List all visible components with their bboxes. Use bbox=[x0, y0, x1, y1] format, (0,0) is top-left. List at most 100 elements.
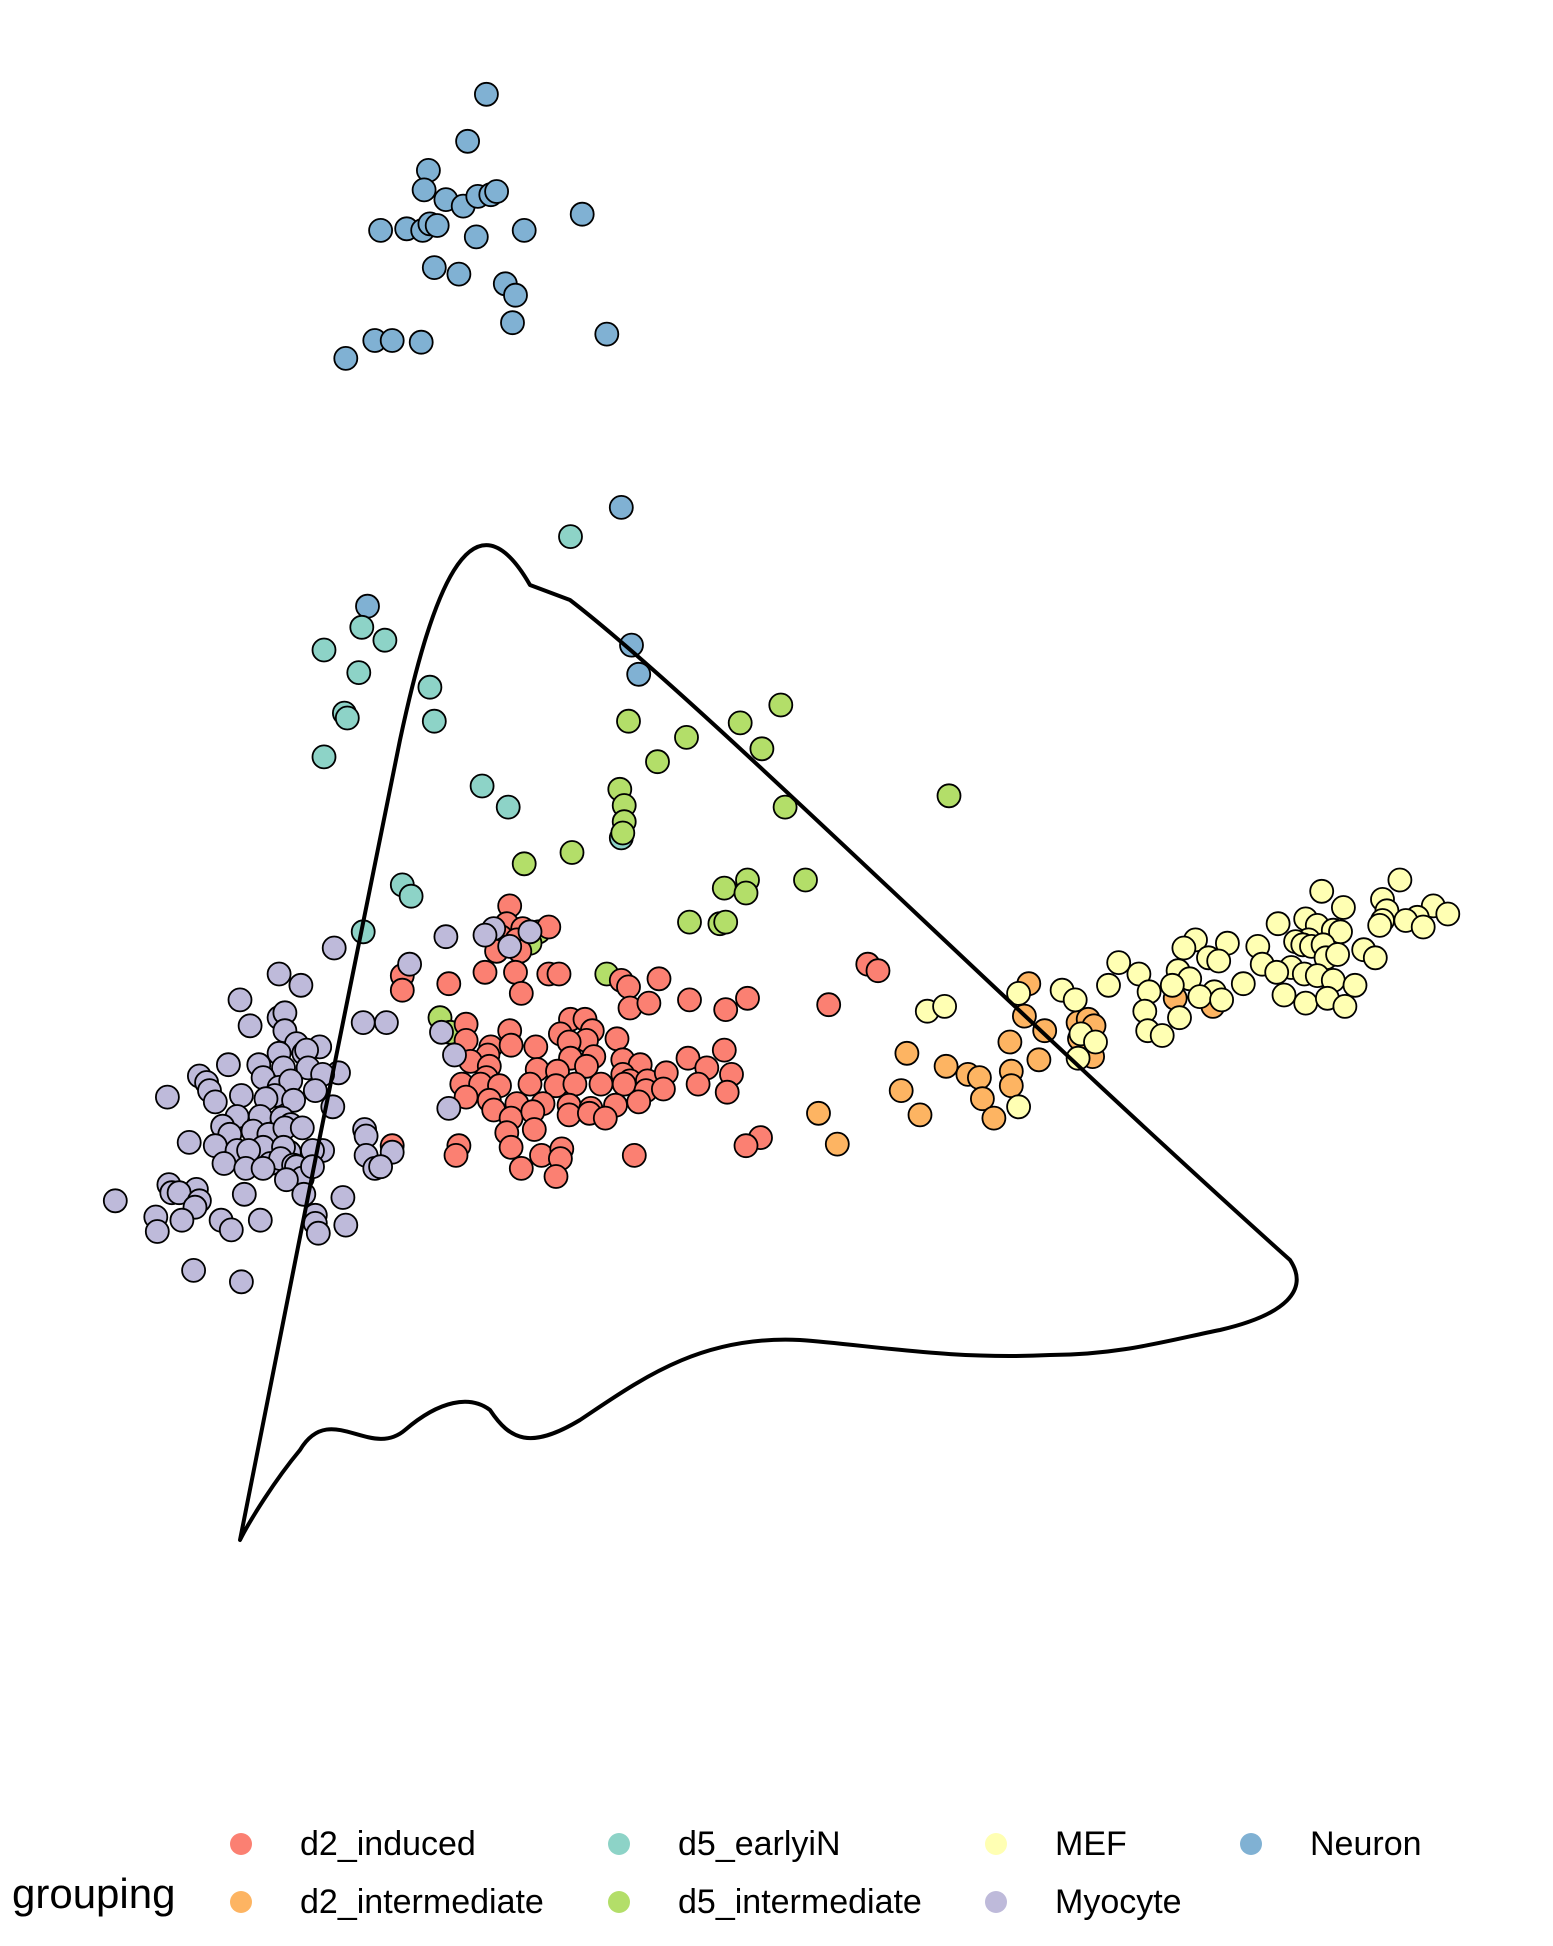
legend-key-d2_intermediate bbox=[230, 1891, 252, 1913]
point-d2_intermediate bbox=[967, 1065, 992, 1090]
point-MEF bbox=[1167, 1005, 1192, 1031]
point-d2_intermediate bbox=[888, 1078, 914, 1103]
point-MEF bbox=[1106, 950, 1132, 975]
legend: grouping d2_induced d2_intermediate d5_ear… bbox=[0, 1810, 1553, 1940]
point-Myocyte bbox=[281, 1087, 307, 1113]
point-MEF bbox=[1159, 972, 1185, 998]
point-d2_induced bbox=[626, 1089, 652, 1115]
legend-item-d5_intermediate: d5_intermediate bbox=[608, 1882, 922, 1922]
point-Myocyte bbox=[181, 1258, 207, 1283]
point-MEF bbox=[1362, 945, 1388, 971]
point-Myocyte bbox=[330, 1185, 356, 1210]
point-d2_induced bbox=[621, 1143, 647, 1168]
legend-item-Neuron: Neuron bbox=[1240, 1824, 1422, 1864]
point-d5_earlyiN bbox=[346, 660, 372, 685]
point-Myocyte bbox=[517, 919, 543, 945]
point-d2_induced bbox=[562, 1071, 588, 1097]
point-Myocyte bbox=[228, 1269, 254, 1295]
point-Myocyte bbox=[176, 1130, 202, 1155]
point-Neuron bbox=[424, 213, 450, 238]
point-d2_induced bbox=[546, 961, 572, 987]
point-Myocyte bbox=[321, 935, 347, 961]
point-Myocyte bbox=[436, 1096, 462, 1121]
point-MEF bbox=[1325, 942, 1350, 967]
point-d2_intermediate bbox=[824, 1131, 850, 1157]
point-d5_earlyiN bbox=[469, 773, 495, 799]
point-d2_intermediate bbox=[806, 1100, 831, 1126]
point-d2_induced bbox=[677, 987, 702, 1013]
point-d5_intermediate bbox=[733, 880, 759, 906]
point-d2_induced bbox=[508, 981, 534, 1006]
point-d2_induced bbox=[646, 966, 672, 992]
point-Neuron bbox=[355, 593, 380, 619]
legend-label: d5_earlyiN bbox=[678, 1824, 841, 1863]
point-Myocyte bbox=[429, 1019, 454, 1045]
legend-key-d5_earlyiN bbox=[608, 1833, 630, 1855]
legend-key-d2_induced bbox=[230, 1833, 252, 1855]
point-d5_intermediate bbox=[936, 783, 962, 809]
point-Myocyte bbox=[373, 1010, 399, 1035]
point-Myocyte bbox=[218, 1217, 244, 1243]
point-Myocyte bbox=[247, 1207, 273, 1233]
point-Myocyte bbox=[368, 1154, 394, 1180]
point-Neuron bbox=[594, 321, 620, 347]
point-Myocyte bbox=[350, 1010, 376, 1035]
point-Myocyte bbox=[333, 1212, 359, 1238]
point-d2_induced bbox=[503, 959, 528, 985]
point-Myocyte bbox=[154, 1084, 180, 1110]
legend-key-d5_intermediate bbox=[608, 1891, 630, 1913]
point-d2_induced bbox=[865, 958, 891, 984]
point-MEF bbox=[1410, 914, 1436, 940]
legend-label: Myocyte bbox=[1055, 1882, 1182, 1921]
point-MEF bbox=[1096, 972, 1121, 998]
point-d2_intermediate bbox=[997, 1029, 1023, 1055]
point-Myocyte bbox=[202, 1089, 228, 1115]
point-Neuron bbox=[455, 128, 481, 154]
legend-item-Myocyte: Myocyte bbox=[985, 1882, 1182, 1922]
point-MEF bbox=[1209, 987, 1234, 1013]
point-MEF bbox=[1309, 878, 1335, 904]
point-Myocyte bbox=[102, 1188, 128, 1214]
point-Myocyte bbox=[433, 924, 459, 950]
point-d5_earlyiN bbox=[372, 627, 398, 653]
point-d2_induced bbox=[636, 990, 662, 1016]
point-d5_earlyiN bbox=[398, 883, 424, 909]
trajectory-line bbox=[238, 543, 1299, 1542]
point-d5_earlyiN bbox=[311, 744, 337, 770]
point-Myocyte bbox=[266, 961, 292, 987]
point-Myocyte bbox=[397, 951, 423, 977]
point-Neuron bbox=[463, 224, 489, 250]
point-Myocyte bbox=[231, 1181, 257, 1207]
point-d5_intermediate bbox=[559, 840, 585, 865]
point-d2_induced bbox=[685, 1071, 711, 1097]
point-d2_induced bbox=[523, 1034, 549, 1060]
point-d5_intermediate bbox=[727, 710, 753, 736]
point-d2_induced bbox=[616, 974, 641, 1000]
legend-item-d2_intermediate: d2_intermediate bbox=[230, 1882, 544, 1922]
point-Neuron bbox=[333, 345, 359, 371]
point-d2_intermediate bbox=[970, 1086, 995, 1112]
point-d2_induced bbox=[714, 1079, 740, 1105]
point-Myocyte bbox=[302, 1078, 328, 1103]
point-MEF bbox=[1230, 971, 1256, 997]
point-d2_induced bbox=[498, 1134, 524, 1160]
point-d2_induced bbox=[733, 1133, 759, 1159]
point-MEF bbox=[1367, 913, 1393, 938]
point-d2_induced bbox=[389, 977, 415, 1003]
legend-item-d2_induced: d2_induced bbox=[230, 1824, 476, 1864]
legend-label: d2_intermediate bbox=[300, 1882, 544, 1921]
point-d2_induced bbox=[543, 1164, 569, 1189]
point-MEF bbox=[1187, 984, 1213, 1009]
point-Myocyte bbox=[228, 1083, 254, 1108]
point-d2_induced bbox=[472, 959, 498, 985]
point-MEF bbox=[1271, 982, 1297, 1008]
legend-item-MEF: MEF bbox=[985, 1824, 1127, 1864]
point-Myocyte bbox=[250, 1156, 276, 1181]
point-MEF bbox=[1171, 935, 1197, 961]
chart-marks bbox=[102, 81, 1461, 1542]
point-Neuron bbox=[473, 81, 499, 107]
point-d2_induced bbox=[508, 1156, 534, 1181]
point-Myocyte bbox=[273, 1167, 299, 1193]
point-Myocyte bbox=[497, 934, 523, 959]
legend-title: grouping bbox=[12, 1870, 176, 1917]
